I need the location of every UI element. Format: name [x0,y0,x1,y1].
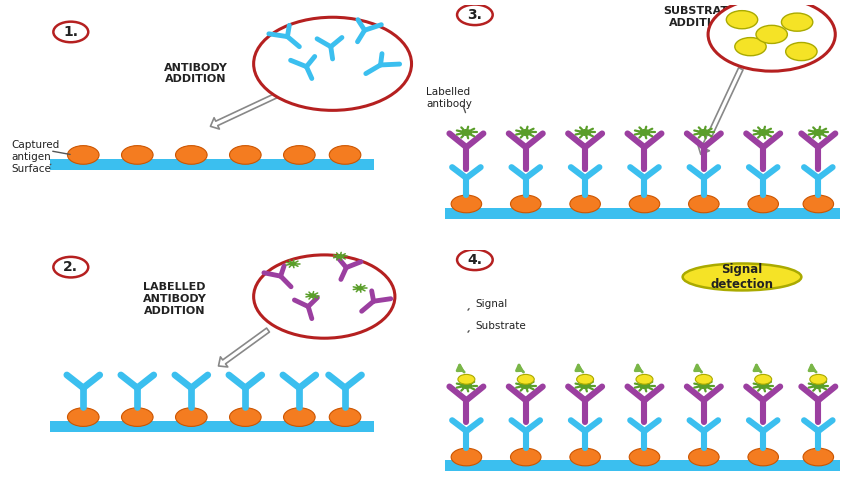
Circle shape [570,448,600,466]
Text: SUBSTRATE
ADDITION: SUBSTRATE ADDITION [663,6,736,28]
Circle shape [121,408,153,426]
Text: Signal
detection: Signal detection [711,263,773,291]
Circle shape [336,254,344,259]
Text: Substrate: Substrate [475,321,526,331]
Circle shape [570,195,600,213]
Circle shape [726,10,758,29]
Circle shape [782,13,813,31]
Circle shape [176,146,207,164]
Bar [50,421,374,432]
Circle shape [458,374,475,384]
Circle shape [451,448,482,466]
Circle shape [698,129,710,136]
Circle shape [283,408,315,426]
Circle shape [176,408,207,426]
Circle shape [695,374,712,384]
Circle shape [577,374,594,384]
Circle shape [698,382,710,389]
Text: 2.: 2. [64,260,78,274]
Circle shape [639,382,650,389]
Bar [445,208,840,219]
Text: Captured
antigen: Captured antigen [12,140,60,162]
Circle shape [755,374,772,384]
Circle shape [689,195,719,213]
Circle shape [329,408,361,426]
Circle shape [803,195,834,213]
Text: 4.: 4. [467,253,483,267]
Circle shape [309,293,316,298]
Circle shape [460,382,472,389]
Text: LABELLED
ANTIBODY
ADDITION: LABELLED ANTIBODY ADDITION [142,282,207,316]
Text: Labelled
antibody: Labelled antibody [426,87,472,110]
Circle shape [451,195,482,213]
Circle shape [283,146,315,164]
Text: Surface: Surface [12,164,52,174]
Circle shape [230,408,261,426]
Circle shape [756,26,787,44]
Circle shape [53,257,88,278]
Circle shape [708,0,835,71]
Circle shape [254,255,395,338]
Circle shape [460,129,472,136]
Circle shape [510,448,541,466]
Circle shape [786,42,817,60]
Circle shape [121,146,153,164]
Circle shape [510,195,541,213]
Text: 1.: 1. [64,25,78,39]
Circle shape [734,38,767,56]
Circle shape [689,448,719,466]
Circle shape [629,195,660,213]
Circle shape [812,382,824,389]
Circle shape [629,448,660,466]
Circle shape [579,382,591,389]
Circle shape [329,146,361,164]
Bar [50,158,374,170]
Circle shape [757,129,769,136]
Circle shape [457,250,493,270]
Circle shape [636,374,653,384]
Circle shape [748,195,778,213]
Circle shape [457,4,493,25]
Circle shape [520,129,532,136]
Circle shape [812,129,824,136]
Circle shape [810,374,827,384]
Circle shape [53,22,88,42]
Text: ANTIBODY
ADDITION: ANTIBODY ADDITION [164,63,227,84]
Circle shape [230,146,261,164]
Circle shape [803,448,834,466]
Circle shape [639,129,650,136]
Circle shape [254,17,411,110]
Circle shape [748,448,778,466]
Text: 3.: 3. [467,8,483,22]
Circle shape [68,146,99,164]
Circle shape [579,129,591,136]
Circle shape [288,262,297,266]
Circle shape [757,382,769,389]
Text: Signal: Signal [475,299,507,309]
Circle shape [520,382,532,389]
Ellipse shape [683,264,801,290]
Circle shape [355,286,364,290]
Bar [445,460,840,471]
Circle shape [68,408,99,426]
Circle shape [517,374,534,384]
